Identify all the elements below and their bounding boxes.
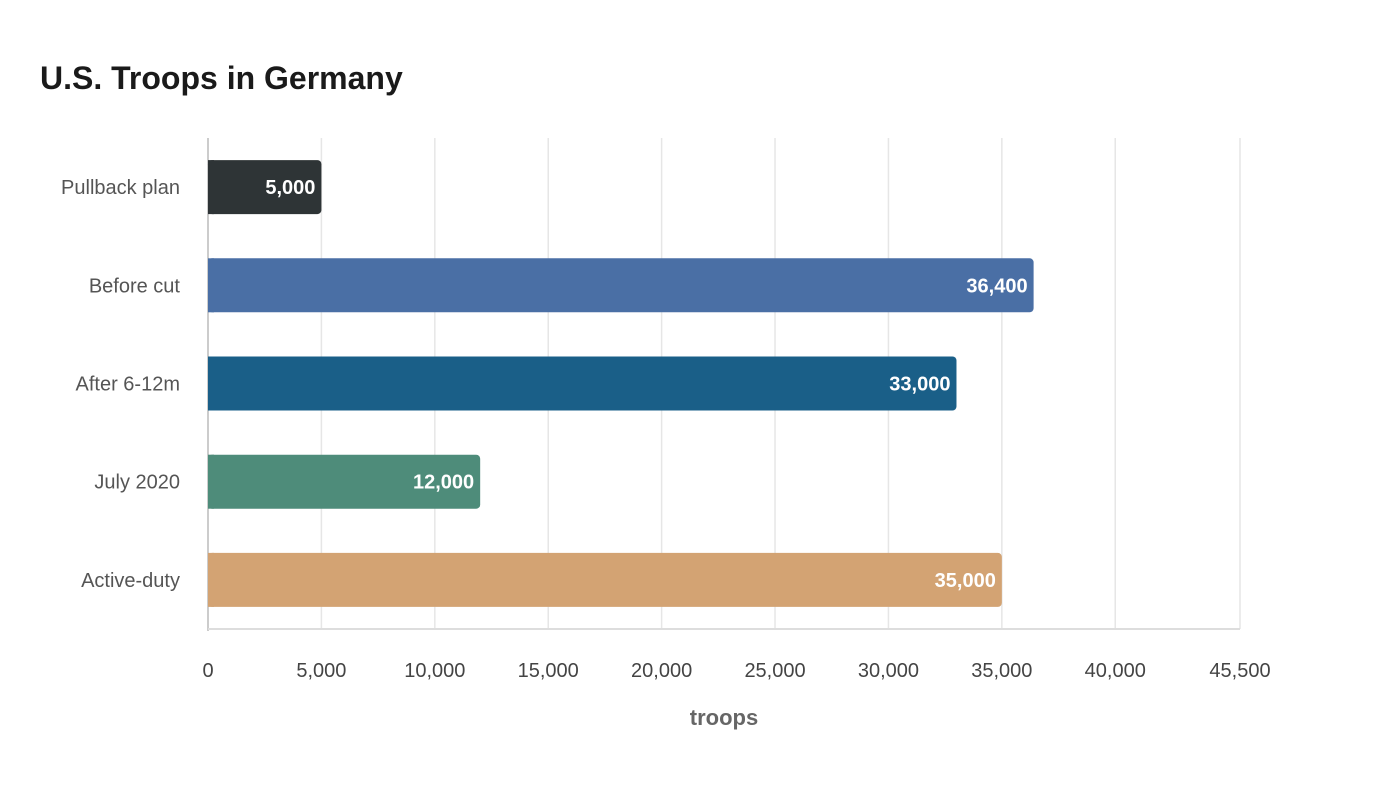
- category-label: July 2020: [94, 472, 180, 494]
- x-tick-label: 35,000: [971, 660, 1032, 682]
- bar: [208, 258, 1034, 313]
- bar-base: [208, 552, 214, 607]
- x-tick-label: 10,000: [404, 660, 465, 682]
- bar-base: [208, 160, 214, 215]
- bar-base: [208, 356, 214, 411]
- x-tick-label: 20,000: [631, 660, 692, 682]
- bars: [208, 160, 1034, 607]
- data-label: 12,000: [413, 472, 474, 494]
- data-label: 33,000: [889, 374, 950, 396]
- bar-base: [208, 258, 214, 313]
- bar: [208, 552, 1002, 607]
- bar: [208, 160, 322, 215]
- data-label: 35,000: [935, 570, 996, 592]
- x-tick-label: 45,500: [1209, 660, 1270, 682]
- bar: [208, 356, 957, 411]
- x-axis-title: troops: [690, 705, 758, 730]
- category-label: Pullback plan: [61, 177, 180, 199]
- x-tick-label: 5,000: [296, 660, 346, 682]
- chart-title: U.S. Troops in Germany: [40, 60, 403, 96]
- x-tick-label: 30,000: [858, 660, 919, 682]
- bar: [208, 454, 481, 509]
- data-labels: 5,000 36,400 33,000 12,000 35,000: [265, 177, 1027, 592]
- category-label: Before cut: [89, 275, 181, 297]
- tick-labels: 0 5,000 10,000 15,000 20,000 25,000 30,000 35,0…: [202, 660, 1270, 682]
- category-label: After 6-12m: [76, 374, 180, 396]
- category-labels: Pullback plan Before cut After 6-12m July 2…: [61, 177, 180, 592]
- data-label: 36,400: [966, 275, 1027, 297]
- x-tick-label: 15,000: [518, 660, 579, 682]
- x-tick-label: 25,000: [744, 660, 805, 682]
- x-tick-label: 0: [202, 660, 213, 682]
- x-tick-label: 40,000: [1085, 660, 1146, 682]
- bar-base: [208, 454, 214, 509]
- category-label: Active-duty: [81, 570, 180, 592]
- data-label: 5,000: [265, 177, 315, 199]
